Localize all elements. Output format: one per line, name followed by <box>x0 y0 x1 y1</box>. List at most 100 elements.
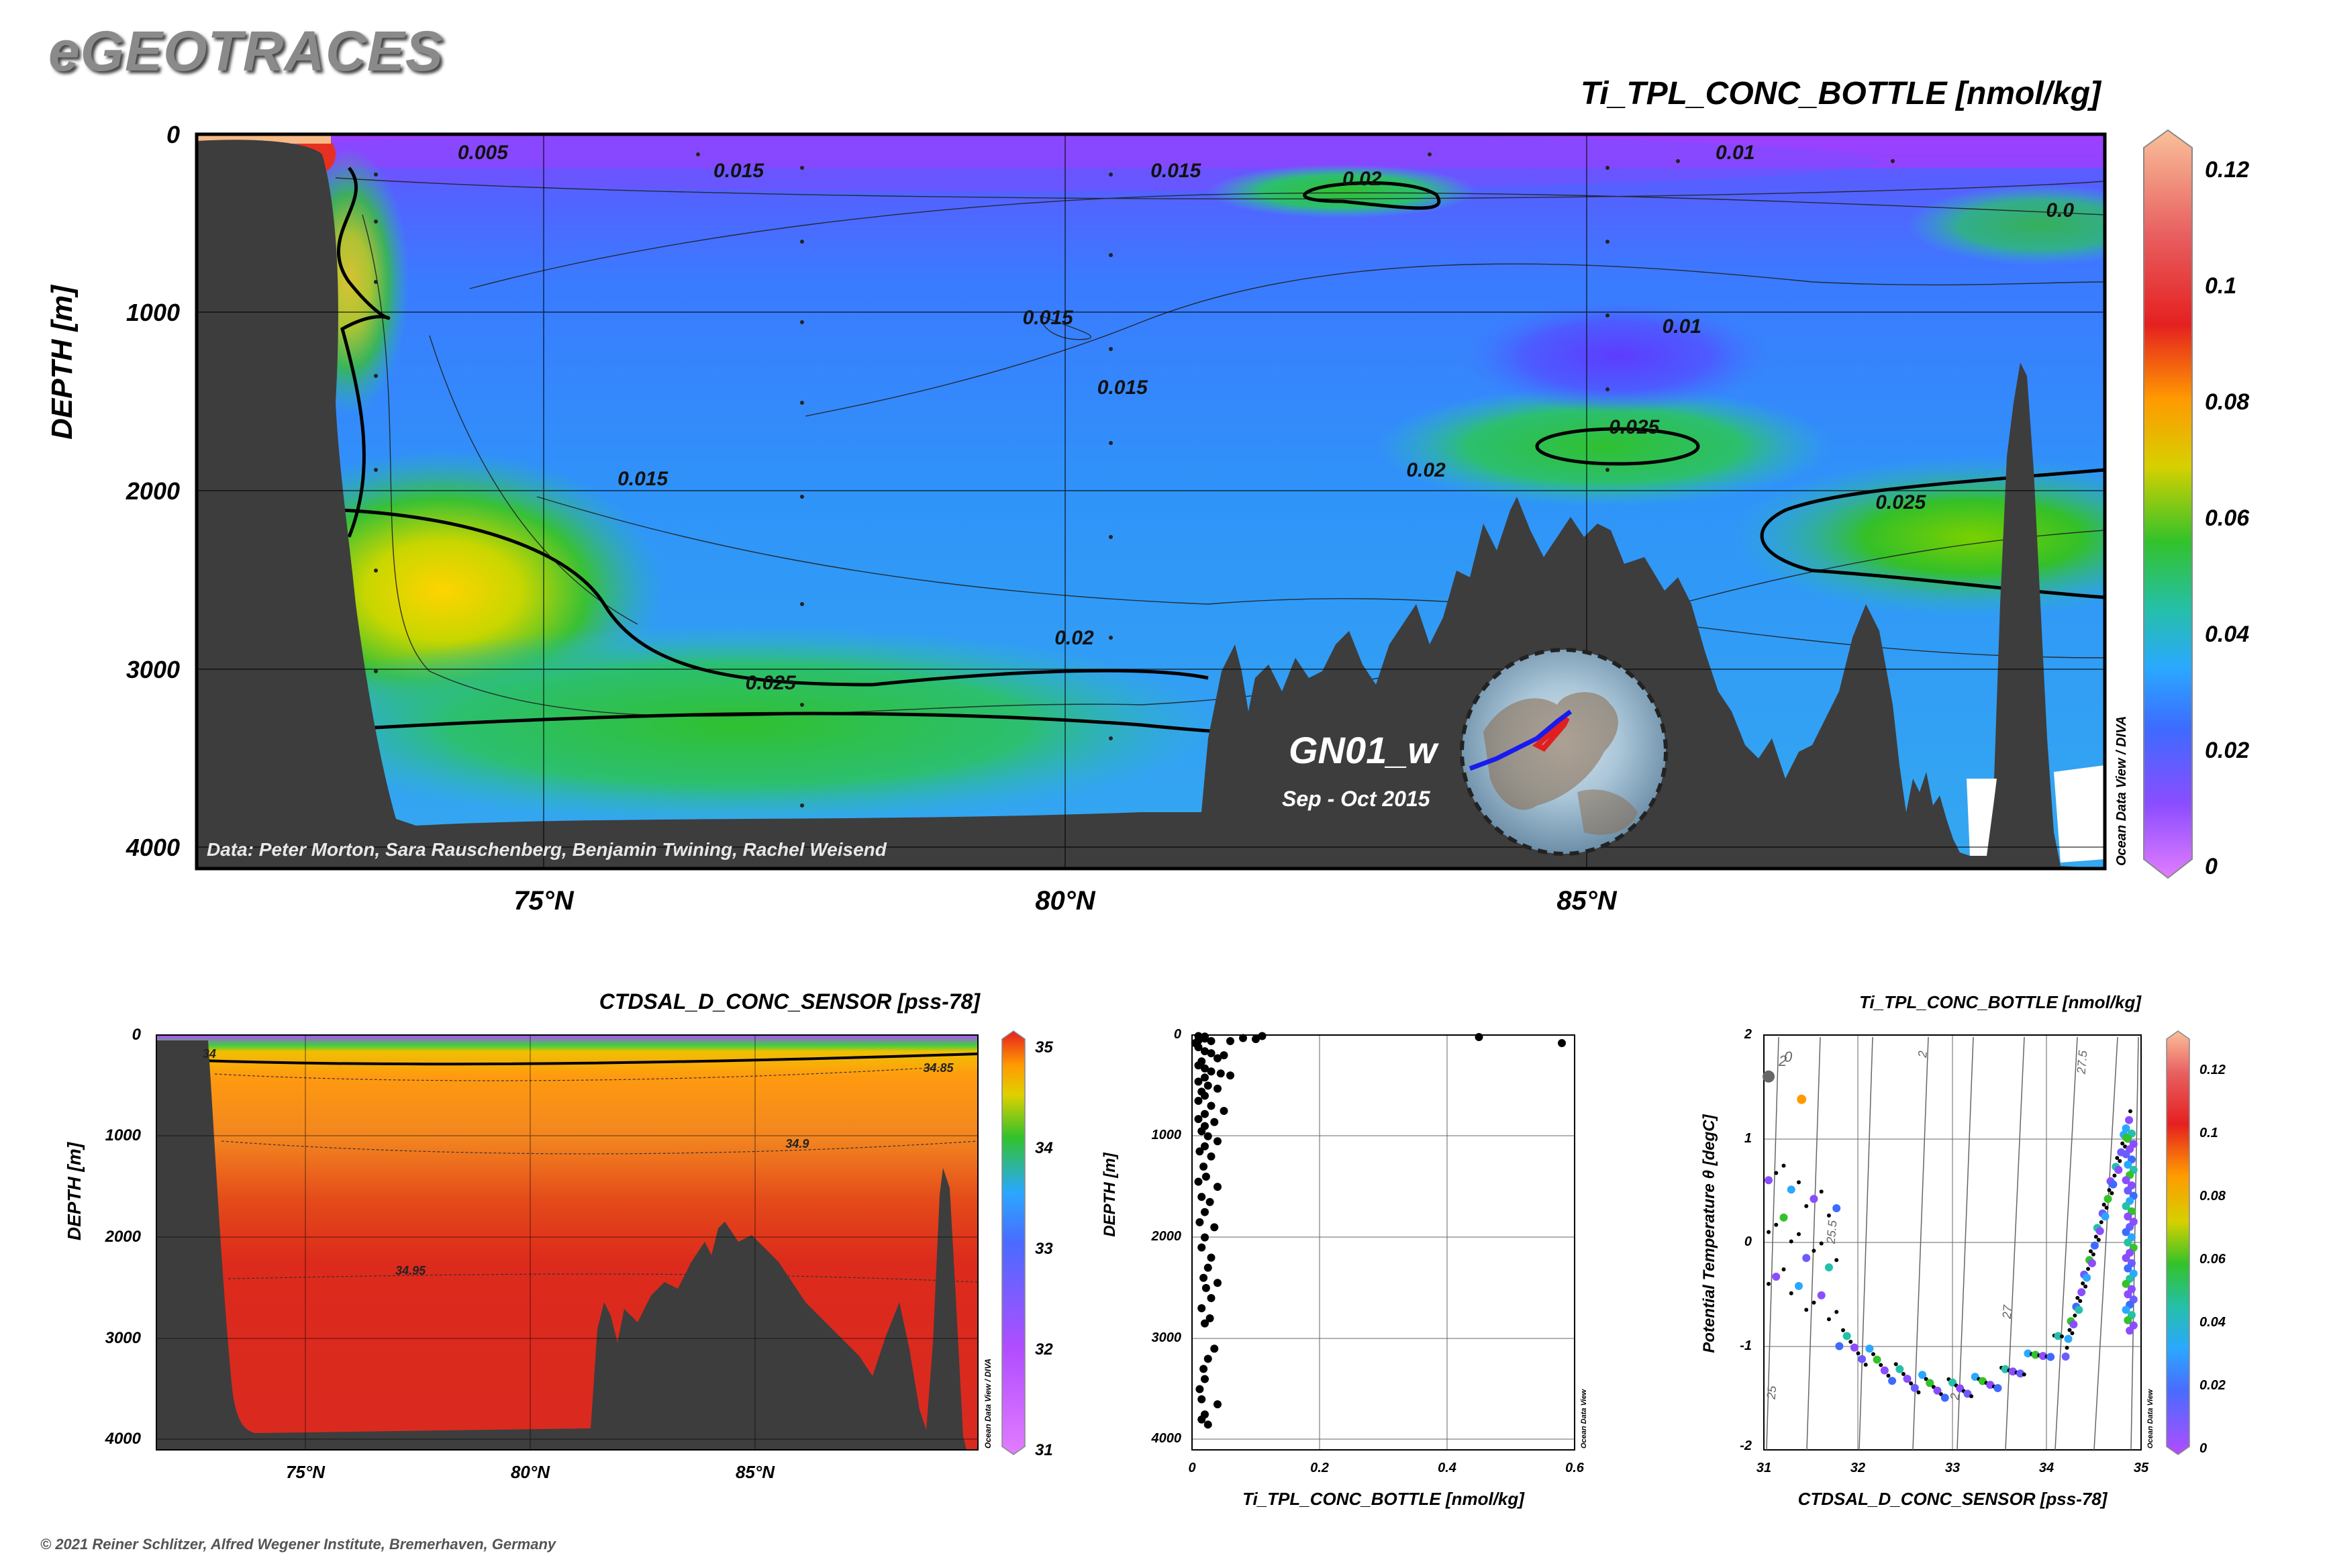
ts-point <box>2046 1353 2055 1361</box>
profile-point <box>1226 1037 1234 1046</box>
profile-y-tick: 1000 <box>1151 1128 1182 1142</box>
ts-point <box>2124 1290 2132 1299</box>
ts-point <box>1763 1070 1775 1083</box>
ts-point <box>1835 1342 1844 1351</box>
profile-point <box>1201 1091 1209 1100</box>
main-x-tick: 85°N <box>1556 886 1617 916</box>
isopycnal-label: 2 <box>1916 1050 1930 1059</box>
profile-point <box>1475 1033 1483 1042</box>
ts-point <box>1841 1328 1846 1332</box>
ts-point <box>2120 1141 2125 1146</box>
main-contour-label: 0.01 <box>1715 142 1755 164</box>
profile-point <box>1226 1071 1234 1080</box>
profile-y-tick: 4000 <box>1151 1431 1182 1446</box>
ts-point <box>2124 1238 2132 1246</box>
ts-point <box>1893 1362 1898 1367</box>
profile-point <box>1194 1096 1203 1105</box>
profile-point <box>1220 1107 1228 1116</box>
ts-point <box>2112 1173 2117 1178</box>
main-contour-label: 0.015 <box>1150 160 1201 183</box>
isopycnal-label: 25 <box>1764 1385 1779 1400</box>
profile-y-tick: 2000 <box>1151 1229 1182 1244</box>
isopycnal-label: 25.5 <box>1824 1220 1840 1244</box>
ts-point <box>2101 1202 2106 1207</box>
ts-point <box>2083 1284 2088 1289</box>
ts-point <box>1871 1352 1875 1357</box>
section-label: GN01_w <box>1289 729 1437 771</box>
ts-point <box>2107 1187 2112 1192</box>
ts-point <box>2124 1134 2132 1143</box>
isopycnal-label: 2 <box>1779 1052 1787 1069</box>
ts-point <box>2122 1150 2130 1159</box>
ts-point <box>1787 1185 1795 1194</box>
main-contour-label: 0.0 <box>2046 199 2075 222</box>
salinity-x-tick: 75°N <box>285 1462 326 1482</box>
salinity-contour-label: 34.9 <box>785 1137 809 1151</box>
ts-point <box>1797 1094 1807 1104</box>
ts-point <box>2038 1352 2047 1361</box>
salinity-y-tick: 1000 <box>105 1126 141 1144</box>
ts-point <box>2078 1299 2083 1304</box>
profile-point <box>1205 1314 1214 1323</box>
profile-x-tick: 0.6 <box>1565 1461 1584 1475</box>
inset-map <box>1460 648 1668 856</box>
profile-point <box>1207 1049 1216 1058</box>
ts-point <box>1886 1373 1891 1378</box>
ts-point <box>1926 1379 1934 1387</box>
profile-point <box>1201 1073 1209 1082</box>
ts-point <box>2083 1273 2091 1282</box>
main-colorbar-tick: 0.02 <box>2205 738 2250 763</box>
ts-point <box>2075 1295 2080 1300</box>
profile-point <box>1203 1263 1212 1272</box>
ts-colorbar-tick: 0 <box>2199 1441 2208 1456</box>
profile-point <box>1207 1152 1216 1161</box>
isopycnal-label: 2 <box>1948 1392 1962 1401</box>
ts-point <box>1948 1378 1957 1387</box>
main-contour-label: 0.02 <box>1406 458 1446 481</box>
main-contour-label: 0.01 <box>1662 315 1701 338</box>
profile-point <box>1214 1084 1222 1093</box>
profile-point <box>1194 1177 1203 1186</box>
ts-y-tick: -1 <box>1740 1338 1752 1353</box>
ts-point <box>2095 1227 2104 1236</box>
ts-point <box>2124 1264 2132 1273</box>
ts-point <box>1910 1383 1919 1392</box>
ts-point <box>2054 1332 2063 1340</box>
ts-point <box>1812 1300 1816 1305</box>
ts-point <box>1924 1377 1928 1381</box>
ts-point <box>2065 1345 2069 1350</box>
salinity-y-tick: 3000 <box>105 1329 141 1347</box>
salinity-colorbar-tick: 32 <box>1035 1340 1053 1359</box>
ts-point <box>1781 1267 1786 1272</box>
ts-point <box>1850 1343 1859 1352</box>
ts-point <box>2122 1254 2130 1263</box>
main-chart-title: Ti_TPL_CONC_BOTTLE [nmol/kg] <box>1580 76 2101 111</box>
main-contour-label: 0.025 <box>745 672 796 695</box>
salinity-contour-label: 34.95 <box>395 1263 426 1277</box>
profile-point <box>1214 1137 1222 1146</box>
ts-point <box>1774 1222 1779 1227</box>
ts-point <box>2069 1320 2078 1329</box>
section-dates: Sep - Oct 2015 <box>1282 787 1430 811</box>
main-contour-label: 0.015 <box>1022 306 1073 329</box>
profile-point <box>1197 1243 1206 1252</box>
ts-point <box>1826 1317 1831 1322</box>
ts-point <box>1858 1355 1867 1363</box>
ts-point <box>1909 1381 1914 1386</box>
profile-x-tick: 0.2 <box>1310 1461 1329 1475</box>
isopycnal-label: 27 <box>1999 1304 2015 1320</box>
ts-point <box>2115 1156 2120 1161</box>
profile-point <box>1201 1047 1209 1056</box>
salinity-contour-label: 34.85 <box>923 1061 954 1075</box>
profile-point <box>1194 1061 1203 1070</box>
ts-point <box>1810 1195 1818 1204</box>
ts-point <box>2022 1372 2026 1377</box>
ts-point <box>2081 1281 2085 1286</box>
ts-colorbar-tick: 0.06 <box>2199 1252 2226 1267</box>
ts-point <box>2059 1334 2064 1339</box>
main-colorbar-tick: 0.04 <box>2205 622 2250 647</box>
ts-point <box>1879 1363 1883 1367</box>
profile-point <box>1210 1344 1219 1353</box>
